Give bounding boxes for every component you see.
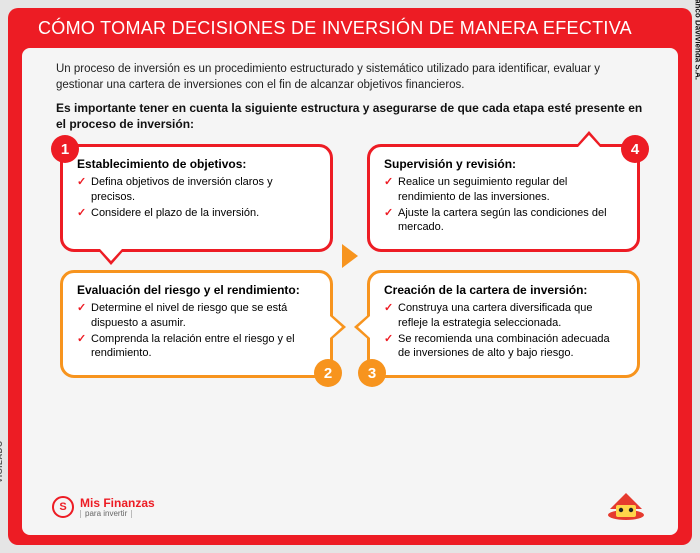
card-step-4: 4 Supervisión y revisión: Realice un seg… bbox=[367, 144, 640, 252]
card-step-3: 3 Creación de la cartera de inversión: C… bbox=[367, 270, 640, 378]
speech-tail bbox=[354, 313, 370, 341]
step-badge-2: 2 bbox=[314, 359, 342, 387]
card-list: Defina objetivos de inversión claros y p… bbox=[77, 175, 316, 220]
list-item: Realice un seguimiento regular del rendi… bbox=[384, 175, 623, 204]
vigilado-text: VIGILADO bbox=[0, 440, 4, 483]
step-badge-1: 1 bbox=[51, 135, 79, 163]
brand-main: Mis Finanzas bbox=[80, 497, 155, 509]
header: CÓMO TOMAR DECISIONES DE INVERSIÓN DE MA… bbox=[8, 8, 692, 45]
card-title: Establecimiento de objetivos: bbox=[77, 157, 316, 171]
list-item: Determine el nivel de riesgo que se está… bbox=[77, 301, 316, 330]
brand-logo: S Mis Finanzas para invertir bbox=[52, 496, 155, 518]
brand-sub: para invertir bbox=[80, 510, 132, 518]
list-item: Considere el plazo de la inversión. bbox=[77, 206, 316, 220]
intro-text: Un proceso de inversión es un procedimie… bbox=[56, 62, 644, 93]
footer: S Mis Finanzas para invertir bbox=[52, 487, 648, 527]
card-title: Supervisión y revisión: bbox=[384, 157, 623, 171]
list-item: Comprenda la relación entre el riesgo y … bbox=[77, 332, 316, 361]
intro-subtitle: Es importante tener en cuenta la siguien… bbox=[56, 101, 644, 132]
list-item: Defina objetivos de inversión claros y p… bbox=[77, 175, 316, 204]
speech-tail bbox=[330, 313, 346, 341]
brand-circle-icon: S bbox=[52, 496, 74, 518]
card-step-1: 1 Establecimiento de objetivos: Defina o… bbox=[60, 144, 333, 252]
content-panel: Un proceso de inversión es un procedimie… bbox=[22, 48, 678, 535]
card-list: Construya una cartera diversificada que … bbox=[384, 301, 623, 360]
list-item: Ajuste la cartera según las condiciones … bbox=[384, 206, 623, 235]
side-company-text: Banco Davivienda S.A. bbox=[694, 0, 700, 80]
speech-tail bbox=[575, 131, 603, 147]
flow-arrow-icon bbox=[342, 244, 358, 268]
speech-tail bbox=[97, 249, 125, 265]
red-frame: CÓMO TOMAR DECISIONES DE INVERSIÓN DE MA… bbox=[8, 8, 692, 545]
card-step-2: 2 Evaluación del riesgo y el rendimiento… bbox=[60, 270, 333, 378]
mascot-icon bbox=[604, 487, 648, 527]
page-title: CÓMO TOMAR DECISIONES DE INVERSIÓN DE MA… bbox=[38, 18, 662, 39]
list-item: Construya una cartera diversificada que … bbox=[384, 301, 623, 330]
steps-grid: 1 Establecimiento de objetivos: Defina o… bbox=[56, 138, 644, 384]
list-item: Se recomienda una combinación adecuada d… bbox=[384, 332, 623, 361]
card-title: Creación de la cartera de inversión: bbox=[384, 283, 623, 297]
step-badge-3: 3 bbox=[358, 359, 386, 387]
card-list: Realice un seguimiento regular del rendi… bbox=[384, 175, 623, 234]
brand-text: Mis Finanzas para invertir bbox=[80, 497, 155, 518]
card-list: Determine el nivel de riesgo que se está… bbox=[77, 301, 316, 360]
step-badge-4: 4 bbox=[621, 135, 649, 163]
card-title: Evaluación del riesgo y el rendimiento: bbox=[77, 283, 316, 297]
